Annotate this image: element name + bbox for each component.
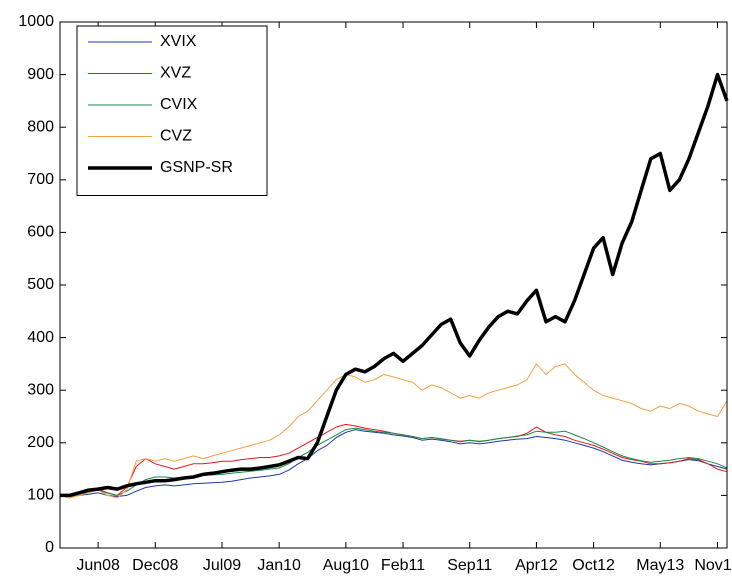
y-tick-label: 500 [27, 276, 54, 293]
x-tick-label: May13 [636, 557, 684, 574]
y-tick-label: 600 [27, 224, 54, 241]
plot-frame [59, 21, 728, 549]
series-line [60, 72, 729, 498]
y-tick-label: 200 [27, 434, 54, 451]
y-tick-label: 100 [27, 487, 54, 504]
x-tick-label: Aug10 [323, 557, 369, 574]
series-line [59, 363, 728, 499]
series-line [59, 429, 728, 497]
legend-label: CVZ [160, 128, 192, 145]
y-tick-label: 300 [27, 381, 54, 398]
x-tick-label: Jun08 [76, 557, 120, 574]
legend-label: XVZ [160, 65, 191, 82]
y-tick-label: 400 [27, 329, 54, 346]
y-tick-label: 1000 [18, 13, 54, 30]
x-tick-label: Nov13 [694, 557, 732, 574]
legend-label: GSNP-SR [160, 159, 233, 176]
y-tick-label: 800 [27, 118, 54, 135]
x-tick-label: Sep11 [447, 557, 492, 574]
x-tick-label: Dec08 [132, 557, 178, 574]
x-tick-label: Feb11 [381, 557, 425, 574]
x-tick-label: Oct12 [572, 557, 615, 574]
y-tick-label: 0 [45, 539, 54, 556]
x-tick-label: Apr12 [515, 557, 558, 574]
y-tick-label: 700 [27, 171, 54, 188]
x-tick-label: Jul09 [203, 557, 241, 574]
y-tick-label: 900 [27, 66, 54, 83]
series-line [59, 427, 728, 497]
x-tick-label: Jan10 [257, 557, 301, 574]
legend-label: XVIX [160, 33, 197, 50]
legend-label: CVIX [160, 96, 198, 113]
